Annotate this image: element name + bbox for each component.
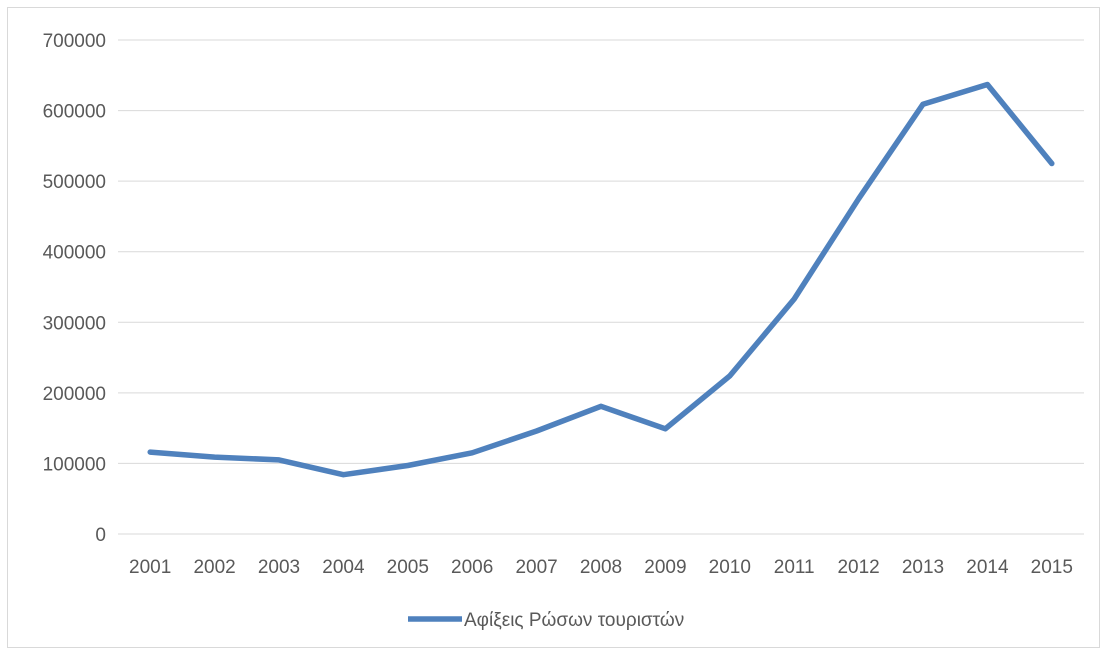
x-tick-label: 2009	[644, 557, 686, 578]
x-axis-tick-labels: 2001 2002 2003 2004 2005 2006 2007 2008 2009 2010…	[129, 557, 1073, 578]
y-tick-label: 0	[95, 525, 106, 546]
x-tick-label: 2006	[451, 557, 493, 578]
y-tick-label: 300000	[43, 313, 106, 334]
y-tick-label: 600000	[43, 102, 106, 123]
x-tick-label: 2007	[515, 557, 557, 578]
y-tick-label: 400000	[43, 243, 106, 264]
series-line	[147, 81, 1055, 478]
series-group	[147, 81, 1055, 478]
x-tick-label: 2002	[193, 557, 235, 578]
y-tick-label: 200000	[43, 384, 106, 405]
x-tick-label: 2014	[966, 557, 1009, 578]
x-tick-label: 2015	[1031, 557, 1073, 578]
gridlines	[118, 39, 1084, 535]
x-tick-label: 2001	[129, 557, 171, 578]
x-tick-label: 2011	[774, 557, 815, 578]
y-axis-tick-labels: 0 100000 200000 300000 400000 500000 600000 700…	[43, 31, 106, 546]
x-tick-label: 2004	[322, 557, 365, 578]
x-tick-label: 2013	[902, 557, 944, 578]
y-tick-label: 500000	[43, 172, 106, 193]
x-tick-label: 2012	[837, 557, 879, 578]
y-tick-label: 100000	[43, 454, 106, 475]
legend: Αφίξεις Ρώσων τουριστών	[408, 610, 684, 631]
y-tick-label: 700000	[43, 31, 106, 52]
legend-label: Αφίξεις Ρώσων τουριστών	[464, 610, 684, 631]
x-tick-label: 2010	[709, 557, 751, 578]
x-tick-label: 2008	[580, 557, 622, 578]
x-tick-label: 2003	[258, 557, 300, 578]
x-tick-label: 2005	[387, 557, 429, 578]
